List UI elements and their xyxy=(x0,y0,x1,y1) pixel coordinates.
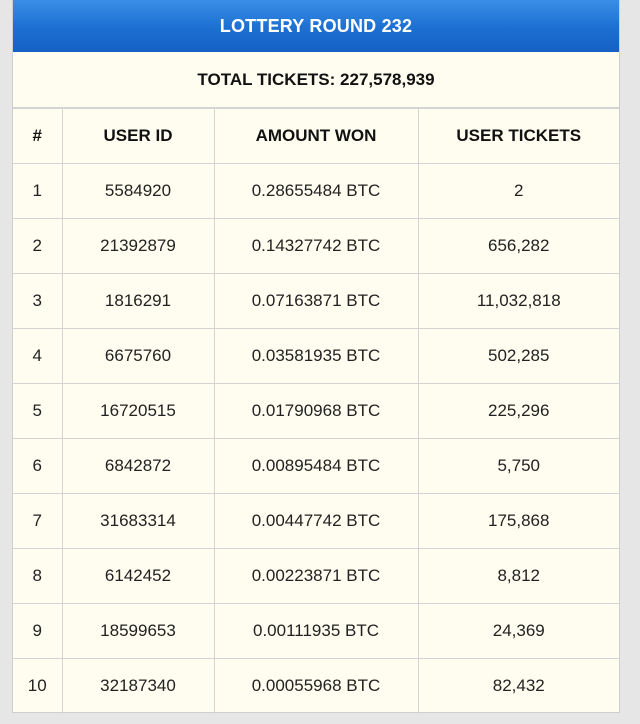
cell-amount-won: 0.00447742 BTC xyxy=(213,493,419,549)
cell-amount-won: 0.14327742 BTC xyxy=(213,218,419,274)
cell-user-tickets: 2 xyxy=(417,163,619,219)
table-row: 2 21392879 0.14327742 BTC 656,282 xyxy=(13,218,619,274)
table-row: 1 5584920 0.28655484 BTC 2 xyxy=(13,163,619,219)
cell-user-tickets: 24,369 xyxy=(417,603,619,659)
lottery-round-title: LOTTERY ROUND 232 xyxy=(13,0,619,52)
table-header-row: # USER ID AMOUNT WON USER TICKETS xyxy=(13,108,619,164)
cell-rank: 2 xyxy=(13,218,63,274)
cell-user-id: 32187340 xyxy=(61,658,215,713)
cell-user-id: 6142452 xyxy=(61,548,215,604)
cell-user-tickets: 502,285 xyxy=(417,328,619,384)
cell-amount-won: 0.00223871 BTC xyxy=(213,548,419,604)
table-row: 5 16720515 0.01790968 BTC 225,296 xyxy=(13,383,619,439)
cell-amount-won: 0.01790968 BTC xyxy=(213,383,419,439)
cell-user-id: 5584920 xyxy=(61,163,215,219)
cell-user-id: 31683314 xyxy=(61,493,215,549)
cell-user-tickets: 656,282 xyxy=(417,218,619,274)
column-header-user-id: USER ID xyxy=(61,108,215,164)
table-row: 10 32187340 0.00055968 BTC 82,432 xyxy=(13,658,619,713)
cell-amount-won: 0.03581935 BTC xyxy=(213,328,419,384)
cell-rank: 3 xyxy=(13,273,63,329)
winners-table: # USER ID AMOUNT WON USER TICKETS 1 5584… xyxy=(13,108,619,713)
table-row: 9 18599653 0.00111935 BTC 24,369 xyxy=(13,603,619,659)
cell-rank: 8 xyxy=(13,548,63,604)
total-tickets-label: TOTAL TICKETS: 227,578,939 xyxy=(13,52,619,108)
cell-user-id: 21392879 xyxy=(61,218,215,274)
cell-amount-won: 0.00055968 BTC xyxy=(213,658,419,713)
cell-amount-won: 0.00111935 BTC xyxy=(213,603,419,659)
table-row: 6 6842872 0.00895484 BTC 5,750 xyxy=(13,438,619,494)
cell-user-tickets: 8,812 xyxy=(417,548,619,604)
table-row: 7 31683314 0.00447742 BTC 175,868 xyxy=(13,493,619,549)
lottery-results-panel: LOTTERY ROUND 232 TOTAL TICKETS: 227,578… xyxy=(12,0,620,713)
column-header-user-tickets: USER TICKETS xyxy=(417,108,619,164)
cell-rank: 6 xyxy=(13,438,63,494)
cell-rank: 5 xyxy=(13,383,63,439)
cell-user-id: 6842872 xyxy=(61,438,215,494)
cell-user-id: 16720515 xyxy=(61,383,215,439)
cell-user-id: 1816291 xyxy=(61,273,215,329)
cell-amount-won: 0.28655484 BTC xyxy=(213,163,419,219)
cell-user-tickets: 82,432 xyxy=(417,658,619,713)
cell-user-id: 18599653 xyxy=(61,603,215,659)
table-row: 3 1816291 0.07163871 BTC 11,032,818 xyxy=(13,273,619,329)
cell-amount-won: 0.00895484 BTC xyxy=(213,438,419,494)
column-header-amount-won: AMOUNT WON xyxy=(213,108,419,164)
cell-user-tickets: 5,750 xyxy=(417,438,619,494)
table-row: 4 6675760 0.03581935 BTC 502,285 xyxy=(13,328,619,384)
cell-user-tickets: 225,296 xyxy=(417,383,619,439)
cell-user-tickets: 175,868 xyxy=(417,493,619,549)
cell-user-id: 6675760 xyxy=(61,328,215,384)
cell-rank: 9 xyxy=(13,603,63,659)
cell-rank: 4 xyxy=(13,328,63,384)
cell-rank: 1 xyxy=(13,163,63,219)
cell-user-tickets: 11,032,818 xyxy=(417,273,619,329)
table-row: 8 6142452 0.00223871 BTC 8,812 xyxy=(13,548,619,604)
cell-rank: 7 xyxy=(13,493,63,549)
cell-rank: 10 xyxy=(13,658,63,713)
cell-amount-won: 0.07163871 BTC xyxy=(213,273,419,329)
column-header-rank: # xyxy=(13,108,63,164)
